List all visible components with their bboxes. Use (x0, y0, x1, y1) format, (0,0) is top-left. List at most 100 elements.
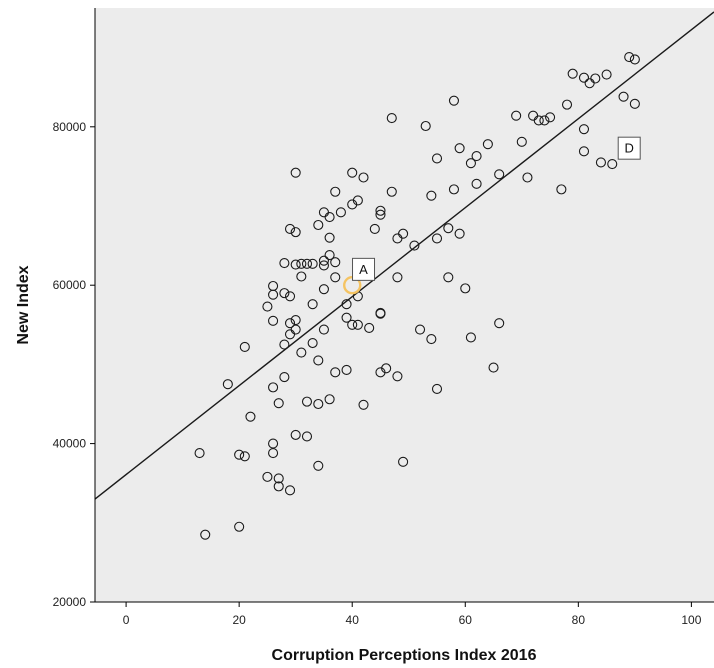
data-point (443, 223, 454, 234)
data-point (578, 124, 590, 135)
data-point (578, 72, 590, 83)
data-point (222, 379, 233, 390)
data-point (409, 240, 420, 251)
data-point (386, 113, 397, 124)
data-point (431, 233, 443, 244)
data-point (347, 167, 358, 178)
data-point (262, 301, 273, 312)
data-point (595, 157, 606, 168)
axes-layer (94, 8, 714, 603)
data-point (234, 449, 245, 460)
x-tick-label: 80 (572, 613, 586, 627)
data-point (465, 332, 476, 343)
data-point (296, 271, 307, 282)
data-point (313, 460, 324, 471)
data-point (290, 167, 301, 178)
data-point (290, 429, 301, 440)
data-point (420, 120, 431, 132)
data-point (431, 153, 443, 164)
fit-line (94, 11, 714, 500)
data-point (279, 339, 290, 350)
data-point (454, 143, 465, 154)
y-tick-label: 60000 (53, 278, 87, 292)
x-tick-label: 0 (123, 613, 130, 627)
data-point (590, 73, 601, 84)
annotation-label: A (359, 262, 368, 277)
data-point (268, 315, 279, 326)
data-point (482, 139, 493, 150)
data-point (318, 284, 329, 295)
data-point (239, 451, 250, 462)
data-point (618, 91, 629, 102)
data-point (364, 322, 375, 334)
data-point (324, 212, 335, 223)
data-point (448, 184, 460, 195)
data-point (522, 172, 533, 183)
data-point (454, 228, 465, 239)
data-point (301, 258, 313, 269)
data-point (375, 307, 386, 318)
y-tick-label: 80000 (53, 120, 87, 134)
data-point (341, 312, 352, 323)
data-point (443, 272, 454, 283)
data-point (262, 471, 273, 482)
data-point (358, 399, 369, 410)
data-point (516, 136, 527, 147)
data-point (369, 223, 380, 235)
data-point (307, 258, 318, 269)
data-point (279, 288, 290, 299)
data-point (284, 485, 296, 496)
data-point (296, 347, 307, 358)
data-point (539, 115, 550, 126)
data-point (398, 228, 409, 239)
data-point (414, 324, 426, 335)
data-point (234, 521, 245, 532)
data-point (284, 291, 296, 302)
data-point (284, 318, 296, 329)
data-point (629, 54, 640, 65)
data-point (330, 257, 341, 268)
data-point (431, 383, 443, 395)
data-point (494, 169, 505, 180)
plot-area (95, 8, 714, 602)
data-point (465, 158, 476, 169)
data-point (307, 337, 318, 349)
data-point (471, 151, 482, 162)
data-point (471, 178, 482, 189)
y-tick-label: 20000 (53, 595, 87, 609)
data-point (511, 110, 522, 121)
data-point (268, 280, 279, 292)
data-point (545, 112, 556, 123)
data-point (324, 394, 335, 405)
data-point (398, 456, 409, 467)
data-point (290, 259, 301, 270)
data-point (358, 172, 369, 183)
data-point (375, 205, 386, 216)
annotation-label: D (625, 141, 634, 156)
data-point (352, 319, 363, 330)
data-point (307, 299, 318, 310)
data-point (533, 115, 544, 126)
x-ticks-layer: 0 20 40 60 80 100 (123, 602, 702, 627)
data-point (273, 398, 284, 409)
data-point (567, 68, 578, 79)
data-point (347, 319, 358, 330)
data-point (375, 209, 386, 220)
data-point (245, 411, 256, 422)
data-point (296, 258, 307, 269)
x-axis-title: Corruption Perceptions Index 2016 (272, 647, 537, 664)
annotation-box (617, 136, 641, 160)
data-point (273, 473, 284, 484)
x-tick-label: 20 (232, 613, 246, 627)
y-axis-title: New Index (15, 265, 32, 344)
data-point (324, 250, 335, 261)
data-point (624, 52, 635, 63)
data-point (629, 98, 640, 109)
data-point (392, 272, 403, 283)
data-point (386, 186, 397, 197)
data-point (239, 341, 250, 353)
data-point (381, 363, 392, 374)
data-point (268, 448, 279, 459)
x-tick-label: 100 (681, 613, 701, 627)
